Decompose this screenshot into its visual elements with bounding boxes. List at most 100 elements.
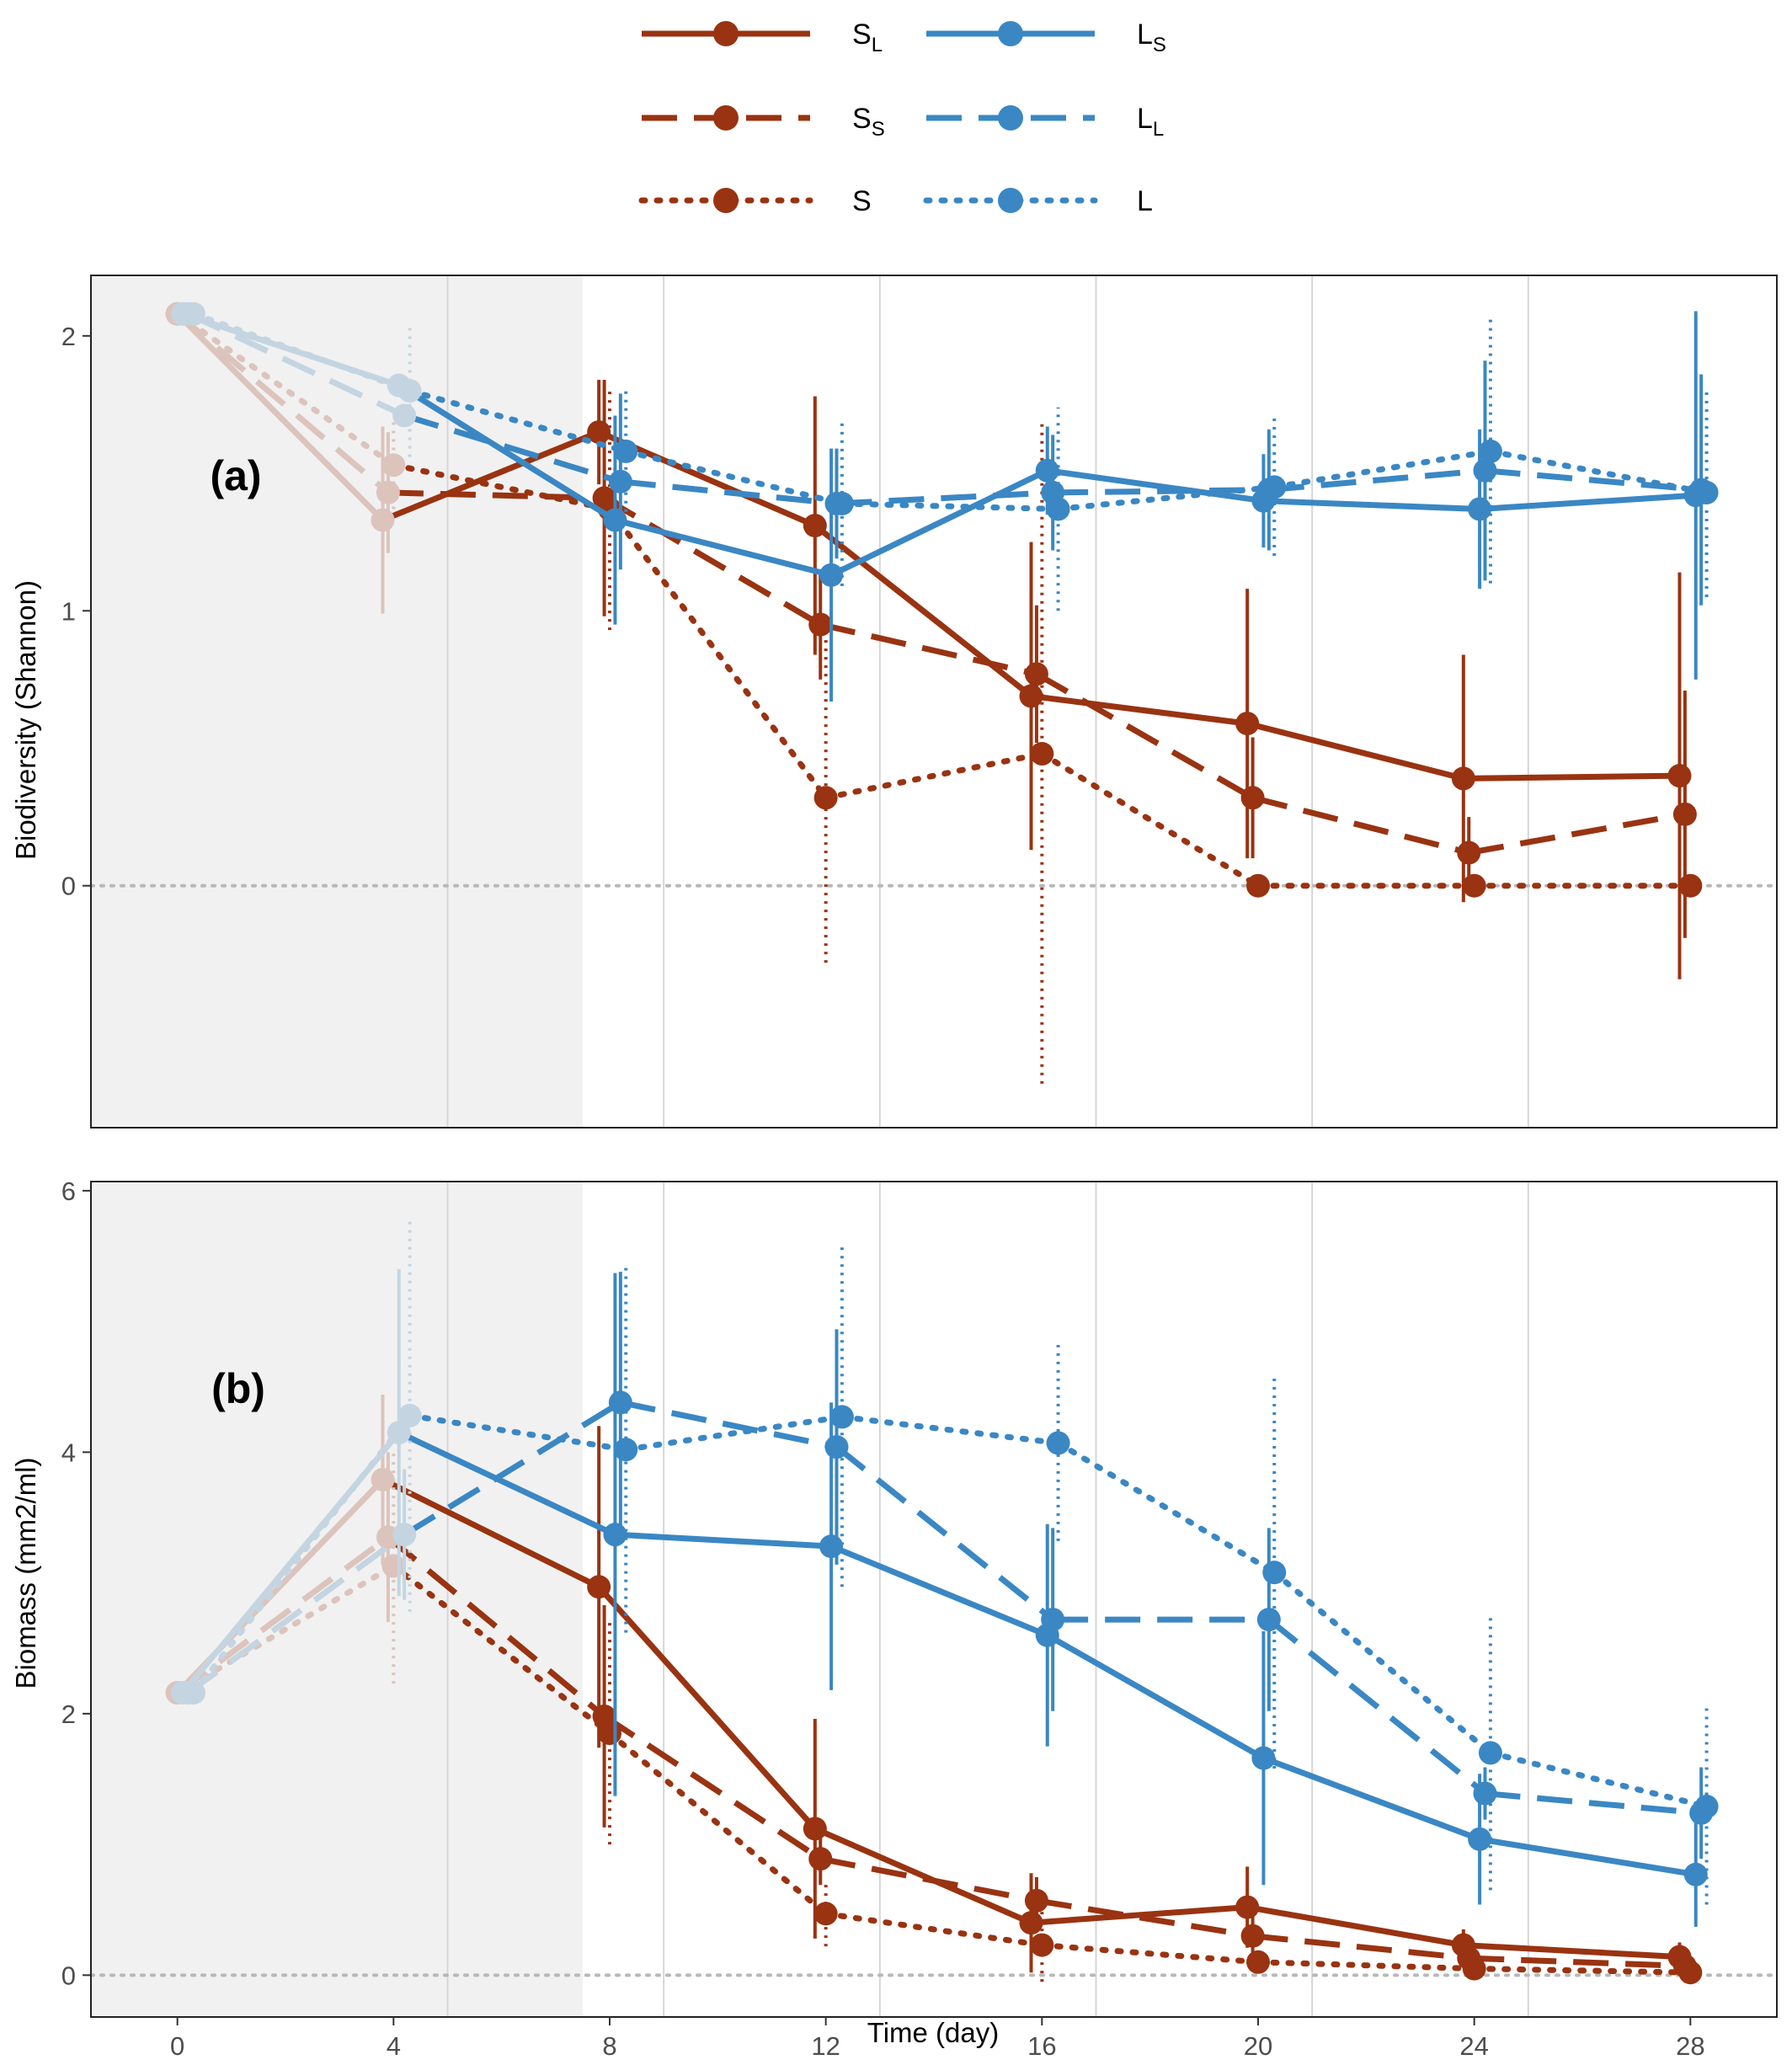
- legend-item-S: S: [638, 185, 872, 217]
- data-point-LS: [819, 563, 844, 587]
- data-point-SL: [803, 1817, 827, 1841]
- line-segment-LL: [836, 489, 1053, 507]
- data-point-LL: [1256, 1608, 1281, 1632]
- line-segment-S: [390, 1562, 613, 1737]
- legend-item-LL: LL: [926, 103, 1164, 141]
- line-segment-SL: [1031, 1904, 1248, 1926]
- data-point-SL: [803, 514, 827, 538]
- y-tick-label: 1: [61, 596, 76, 626]
- panel-a-frame: [90, 275, 1778, 1129]
- data-point-LL: [1041, 1608, 1065, 1632]
- data-point-SS: [808, 612, 833, 637]
- data-point-S: [381, 453, 406, 478]
- data-point-LS: [603, 508, 627, 532]
- data-point-L: [614, 439, 638, 463]
- line-segment-LL: [403, 413, 621, 485]
- panel-a-label: (a): [210, 452, 261, 499]
- data-point-S: [1030, 742, 1054, 766]
- y-tick-label: 4: [61, 1438, 76, 1467]
- data-point-LS: [1468, 1827, 1492, 1851]
- line-segment-LL: [1053, 487, 1269, 496]
- line-segment-L: [407, 387, 629, 455]
- line-segment-L: [839, 500, 1062, 512]
- data-point-S: [381, 1554, 406, 1578]
- x-tick-label: 4: [387, 2031, 401, 2061]
- data-point-LS: [1035, 458, 1059, 483]
- line-segment-SL: [1463, 772, 1680, 782]
- line-segment-SS: [387, 489, 605, 501]
- line-segment-LL: [186, 1532, 407, 1695]
- data-point-LL: [824, 1435, 849, 1459]
- series-L: [181, 1219, 1719, 1905]
- line-segment-LS: [1046, 1632, 1266, 1761]
- x-tick-label: 20: [1244, 2031, 1272, 2061]
- data-point-LL: [608, 469, 632, 494]
- legend-item-LS: LS: [926, 19, 1166, 56]
- legend-marker-SS: [713, 105, 739, 131]
- x-tick-label: 28: [1676, 2031, 1704, 2061]
- line-segment-S: [823, 1910, 1045, 1949]
- data-point-SS: [1240, 1924, 1265, 1948]
- series-S: [165, 1448, 1703, 1985]
- panel-b-label: (b): [211, 1365, 265, 1412]
- x-axis-title: Time (day): [867, 2017, 999, 2048]
- data-point-L: [397, 1403, 422, 1427]
- line-segment-LS: [397, 1429, 616, 1538]
- line-segment-SS: [175, 1534, 390, 1695]
- data-point-L: [1694, 480, 1719, 504]
- data-point-SL: [1451, 766, 1475, 791]
- data-point-L: [181, 301, 205, 326]
- data-point-LS: [1251, 1746, 1276, 1770]
- data-point-S: [1462, 1956, 1486, 1981]
- legend-marker-SL: [713, 21, 739, 46]
- data-point-SS: [1672, 802, 1697, 826]
- line-segment-S: [174, 1562, 397, 1696]
- data-point-SS: [1240, 786, 1265, 810]
- line-segment-LS: [829, 1543, 1049, 1638]
- data-point-L: [829, 1405, 854, 1429]
- line-segment-L: [407, 1412, 629, 1453]
- line-segment-SS: [602, 495, 823, 627]
- panel-b-y-axis-title: Biomass (mm2/ml): [10, 1457, 41, 1689]
- line-segment-LS: [1479, 492, 1696, 512]
- line-segment-LS: [1263, 498, 1480, 512]
- panel-b-biomass: 0 2 4 6 (b) Biomass (mm2/ml): [10, 1177, 1779, 2018]
- line-segment-LL: [620, 478, 837, 507]
- line-segment-LL: [1485, 1790, 1702, 1817]
- data-point-L: [1262, 1561, 1287, 1585]
- line-segment-L: [1055, 1439, 1277, 1576]
- x-tick-label: 12: [811, 2031, 840, 2061]
- line-segment-S: [1255, 1959, 1478, 1972]
- data-point-S: [1462, 873, 1486, 898]
- data-point-S: [1030, 1933, 1054, 1957]
- legend-marker-L: [998, 188, 1023, 213]
- legend-item-SS: SS: [642, 103, 885, 141]
- line-segment-SL: [1246, 1904, 1464, 1949]
- line-segment-LL: [1267, 1617, 1487, 1796]
- line-segment-SS: [1035, 671, 1255, 801]
- panel-a-biodiversity: 0 1 2 (a) Biodiversity (Shannon): [10, 275, 1779, 1129]
- legend-label-SS: SS: [852, 103, 885, 141]
- data-point-L: [614, 1438, 638, 1462]
- data-point-L: [1694, 1795, 1719, 1819]
- line-segment-S: [1038, 1942, 1261, 1966]
- data-point-LL: [392, 1523, 417, 1547]
- line-segment-LS: [614, 517, 832, 579]
- line-segment-L: [1055, 483, 1277, 512]
- line-segment-LL: [403, 1400, 622, 1538]
- data-point-SS: [1024, 662, 1048, 686]
- data-point-S: [1246, 1950, 1270, 1974]
- line-segment-SS: [1468, 811, 1686, 856]
- data-point-SL: [587, 1575, 611, 1599]
- data-point-S: [1678, 1961, 1703, 1985]
- data-point-SS: [808, 1847, 833, 1871]
- y-tick-label: 0: [61, 872, 76, 901]
- line-segment-L: [1487, 448, 1710, 496]
- line-segment-L: [1271, 448, 1494, 490]
- x-tick-label: 24: [1459, 2031, 1488, 2061]
- line-segment-L: [1271, 1569, 1494, 1756]
- line-segment-SL: [381, 429, 600, 523]
- data-point-LS: [1683, 1862, 1708, 1886]
